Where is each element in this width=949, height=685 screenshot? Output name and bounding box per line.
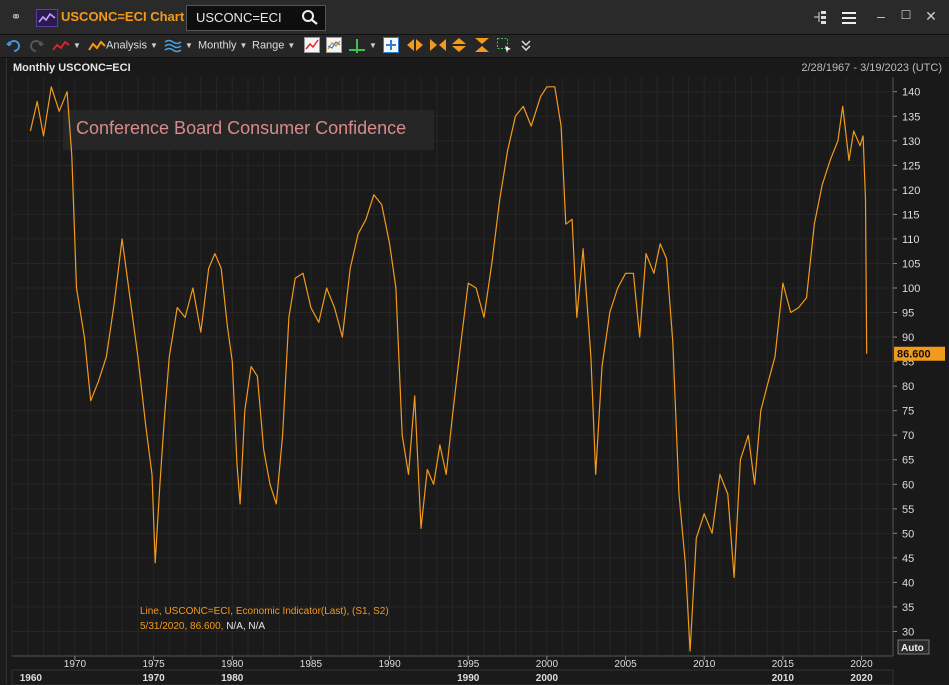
more-options-icon[interactable]	[520, 37, 532, 54]
x-tick-label: 2020	[850, 659, 873, 670]
link-icon[interactable]: ⚭	[10, 9, 22, 24]
y-tick-label: 130	[902, 136, 920, 148]
x-tick-label: 1985	[300, 659, 323, 670]
x-tick-label: 1975	[142, 659, 165, 670]
menu-icon[interactable]	[842, 11, 856, 24]
y-tick-label: 105	[902, 258, 920, 270]
chart-app-icon	[36, 9, 58, 27]
minimize-button[interactable]: –	[877, 8, 885, 24]
x-decade-label: 2000	[536, 673, 559, 684]
x-tick-label: 2010	[693, 659, 716, 670]
legend-last-value: 5/31/2020, 86.600,	[140, 621, 226, 632]
y-tick-label: 135	[902, 111, 920, 123]
studies-dropdown[interactable]: ▼	[164, 37, 193, 54]
y-axis: 3035404550556065707580859095100105110115…	[892, 77, 945, 656]
legend: Line, USCONC=ECI, Economic Indicator(Las…	[140, 606, 389, 632]
x-tick-label: 1980	[221, 659, 244, 670]
select-area-icon[interactable]	[496, 37, 512, 54]
last-value-label: 86.600	[897, 349, 931, 361]
y-tick-label: 75	[902, 406, 914, 418]
analysis-label: Analysis	[106, 39, 147, 52]
chart-heading: Monthly USCONC=ECI	[13, 62, 131, 74]
undo-icon[interactable]	[5, 37, 23, 54]
legend-line-1: Line, USCONC=ECI, Economic Indicator(Las…	[140, 606, 389, 617]
chart-toolbar	[0, 35, 949, 58]
y-tick-label: 45	[902, 553, 914, 565]
series-group	[29, 86, 868, 652]
scroll-right-icon[interactable]	[429, 37, 447, 54]
y-tick-label: 80	[902, 381, 914, 393]
interval-dropdown[interactable]: Monthly ▼	[198, 39, 248, 52]
y-tick-label: 115	[902, 209, 920, 221]
y-tick-label: 30	[902, 626, 914, 638]
maximize-button[interactable]: ☐	[900, 8, 912, 22]
y-tick-label: 65	[902, 455, 914, 467]
title-bar	[0, 0, 949, 35]
chart-overlay-icon[interactable]	[326, 37, 342, 54]
x-tick-label: 2015	[772, 659, 795, 670]
legend-line-2: 5/31/2020, 86.600, N/A, N/A	[140, 621, 265, 632]
line-style-dropdown[interactable]: ▼	[52, 37, 81, 54]
search-icon[interactable]	[301, 9, 319, 25]
vertical-compress-icon[interactable]	[474, 37, 490, 54]
app-title: USCONC=ECI Chart	[61, 9, 185, 24]
x-tick-label: 1995	[457, 659, 480, 670]
x-decade-label: 1960	[20, 673, 43, 684]
x-decade-label: 1970	[142, 673, 165, 684]
y-tick-label: 100	[902, 283, 920, 295]
y-tick-label: 60	[902, 479, 914, 491]
analysis-dropdown[interactable]: Analysis ▼	[88, 37, 158, 54]
y-tick-label: 110	[902, 234, 920, 246]
last-value-marker	[894, 346, 945, 361]
series-line	[29, 86, 868, 652]
range-label: Range	[252, 39, 285, 52]
y-tick-label: 70	[902, 430, 914, 442]
chart-line-icon[interactable]	[304, 37, 320, 54]
x-decade-label: 2020	[850, 673, 873, 684]
close-button[interactable]: ✕	[925, 8, 937, 24]
y-tick-label: 95	[902, 308, 914, 320]
crosshair-dropdown[interactable]: ▼	[349, 38, 377, 53]
chart-title-box: Conference Board Consumer Confidence	[63, 110, 434, 150]
y-tick-label: 120	[902, 185, 920, 197]
x-decade-label: 1980	[221, 673, 244, 684]
range-dropdown[interactable]: Range ▼	[252, 39, 296, 52]
scroll-left-icon[interactable]	[406, 37, 424, 54]
x-tick-label: 1990	[378, 659, 401, 670]
y-tick-label: 35	[902, 602, 914, 614]
x-tick-label: 1970	[64, 659, 87, 670]
date-range-label: 2/28/1967 - 3/19/2023 (UTC)	[801, 62, 942, 74]
x-decade-label: 2010	[772, 673, 795, 684]
x-axis: 1970 1975 1980 1985 1990 1995 2000 2005 2010 2015…	[11, 655, 894, 685]
y-tick-label: 40	[902, 577, 914, 589]
auto-scale-label: Auto	[901, 643, 924, 654]
y-tick-label: 140	[902, 87, 920, 99]
hierarchy-icon[interactable]	[812, 10, 828, 24]
chart-title: Conference Board Consumer Confidence	[76, 118, 406, 138]
x-tick-label: 2000	[536, 659, 559, 670]
y-tick-label: 125	[902, 160, 920, 172]
interval-label: Monthly	[198, 39, 237, 52]
redo-icon[interactable]	[28, 37, 46, 54]
x-decade-label: 1990	[457, 673, 480, 684]
x-tick-label: 2005	[614, 659, 637, 670]
y-tick-label: 55	[902, 504, 914, 516]
vertical-expand-icon[interactable]	[451, 37, 467, 54]
y-tick-label: 50	[902, 528, 914, 540]
zoom-fit-icon[interactable]	[383, 37, 399, 54]
auto-scale-button[interactable]: Auto	[897, 639, 930, 655]
ric-input[interactable]: USCONC=ECI	[196, 10, 282, 25]
y-tick-label: 90	[902, 332, 914, 344]
x-axis-decade-band	[11, 669, 894, 685]
legend-na-values: N/A, N/A	[226, 621, 265, 632]
